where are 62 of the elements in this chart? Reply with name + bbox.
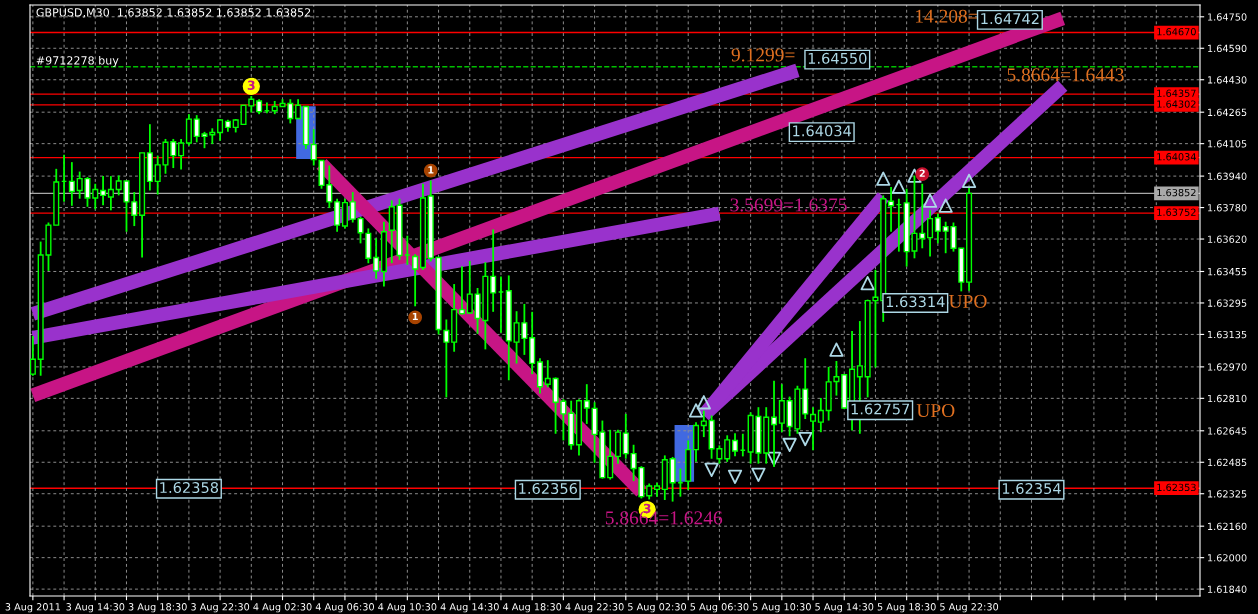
annotation: 3 bbox=[247, 80, 255, 90]
annotation: 14.208= bbox=[915, 9, 978, 23]
annotation: 1.62358 bbox=[160, 482, 219, 494]
annotation: 1.64550 bbox=[808, 52, 867, 64]
x-tick-label: 5 Aug 10:30 bbox=[752, 603, 811, 613]
x-tick-label: 4 Aug 18:30 bbox=[502, 603, 562, 613]
x-tick-label: 5 Aug 14:30 bbox=[815, 603, 874, 613]
y-tick-label: 1.64590 bbox=[1208, 44, 1247, 53]
y-tick-label: 1.62160 bbox=[1208, 522, 1247, 531]
y-tick-label: 1.63620 bbox=[1208, 235, 1247, 243]
x-tick-label: 4 Aug 14:30 bbox=[440, 603, 499, 613]
annotation: 1 bbox=[428, 166, 434, 174]
y-tick-label: 1.62325 bbox=[1208, 490, 1247, 498]
annotation: 1 bbox=[412, 313, 418, 321]
annotation: UPO bbox=[948, 294, 987, 308]
annotation: 1.64742 bbox=[981, 13, 1039, 25]
x-tick-label: 5 Aug 18:30 bbox=[877, 603, 936, 613]
y-tick-label: 1.64430 bbox=[1208, 76, 1247, 84]
y-tick-label: 1.63455 bbox=[1208, 267, 1247, 276]
ref-line-label: #9712278 buy bbox=[36, 56, 119, 67]
ref-line-label: 1.63752 bbox=[1157, 208, 1196, 216]
annotation: 1.64034 bbox=[793, 125, 852, 137]
x-tick-label: 3 Aug 22:30 bbox=[191, 603, 250, 613]
y-tick-label: 1.64750 bbox=[1208, 13, 1247, 21]
x-tick-label: 5 Aug 06:30 bbox=[690, 603, 749, 613]
x-tick-label: 4 Aug 10:30 bbox=[378, 603, 437, 613]
y-tick-label: 1.62485 bbox=[1208, 458, 1247, 467]
y-tick-label: 1.62970 bbox=[1208, 363, 1247, 371]
x-tick-label: 4 Aug 06:30 bbox=[315, 603, 374, 613]
annotation: 2 bbox=[919, 169, 925, 177]
y-tick-label: 1.62645 bbox=[1208, 427, 1247, 435]
y-tick-label: 1.64265 bbox=[1208, 108, 1247, 117]
x-tick-label: 4 Aug 22:30 bbox=[565, 603, 624, 613]
annotation: 3.5699=1.6375 bbox=[730, 198, 847, 212]
y-tick-label: 1.62810 bbox=[1208, 394, 1247, 403]
y-tick-label: 1.63135 bbox=[1208, 330, 1247, 339]
ref-line-label: 1.64670 bbox=[1157, 28, 1196, 36]
ref-line-label: 1.64034 bbox=[1157, 153, 1196, 161]
x-tick-label: 3 Aug 18:30 bbox=[128, 603, 187, 613]
annotation: 9.1299= bbox=[731, 48, 795, 62]
ref-line-label: 1.62353 bbox=[1157, 483, 1196, 492]
ref-line-label: 1.63852 bbox=[1157, 188, 1196, 197]
y-tick-label: 1.63295 bbox=[1208, 299, 1247, 307]
y-tick-label: 1.63780 bbox=[1208, 204, 1247, 212]
ref-line-label: 1.64302 bbox=[1157, 100, 1196, 108]
annotation: 1.63314 bbox=[886, 296, 945, 308]
annotation: 5.8664=1.6443 bbox=[1007, 68, 1124, 82]
annotation: 1.62757 bbox=[851, 403, 910, 415]
y-tick-label: 1.62000 bbox=[1208, 554, 1247, 562]
ref-line-label: 1.64357 bbox=[1157, 89, 1196, 97]
y-tick-label: 1.63940 bbox=[1208, 172, 1247, 180]
x-tick-label: 4 Aug 02:30 bbox=[253, 603, 312, 613]
annotation: UPO bbox=[916, 404, 955, 418]
x-tick-label: 5 Aug 22:30 bbox=[940, 603, 999, 613]
annotation: 1.62356 bbox=[519, 483, 578, 495]
x-tick-label: 5 Aug 02:30 bbox=[628, 603, 687, 613]
x-tick-label: 3 Aug 14:30 bbox=[66, 603, 125, 613]
x-tick-label: 3 Aug 2011 bbox=[5, 603, 61, 613]
chart-title: GBPUSD,M30 1.63852 1.63852 1.63852 1.63852 bbox=[36, 8, 311, 18]
y-tick-label: 1.61840 bbox=[1208, 585, 1247, 593]
y-tick-label: 1.64105 bbox=[1208, 140, 1247, 148]
annotation: 1.62354 bbox=[1002, 483, 1061, 495]
